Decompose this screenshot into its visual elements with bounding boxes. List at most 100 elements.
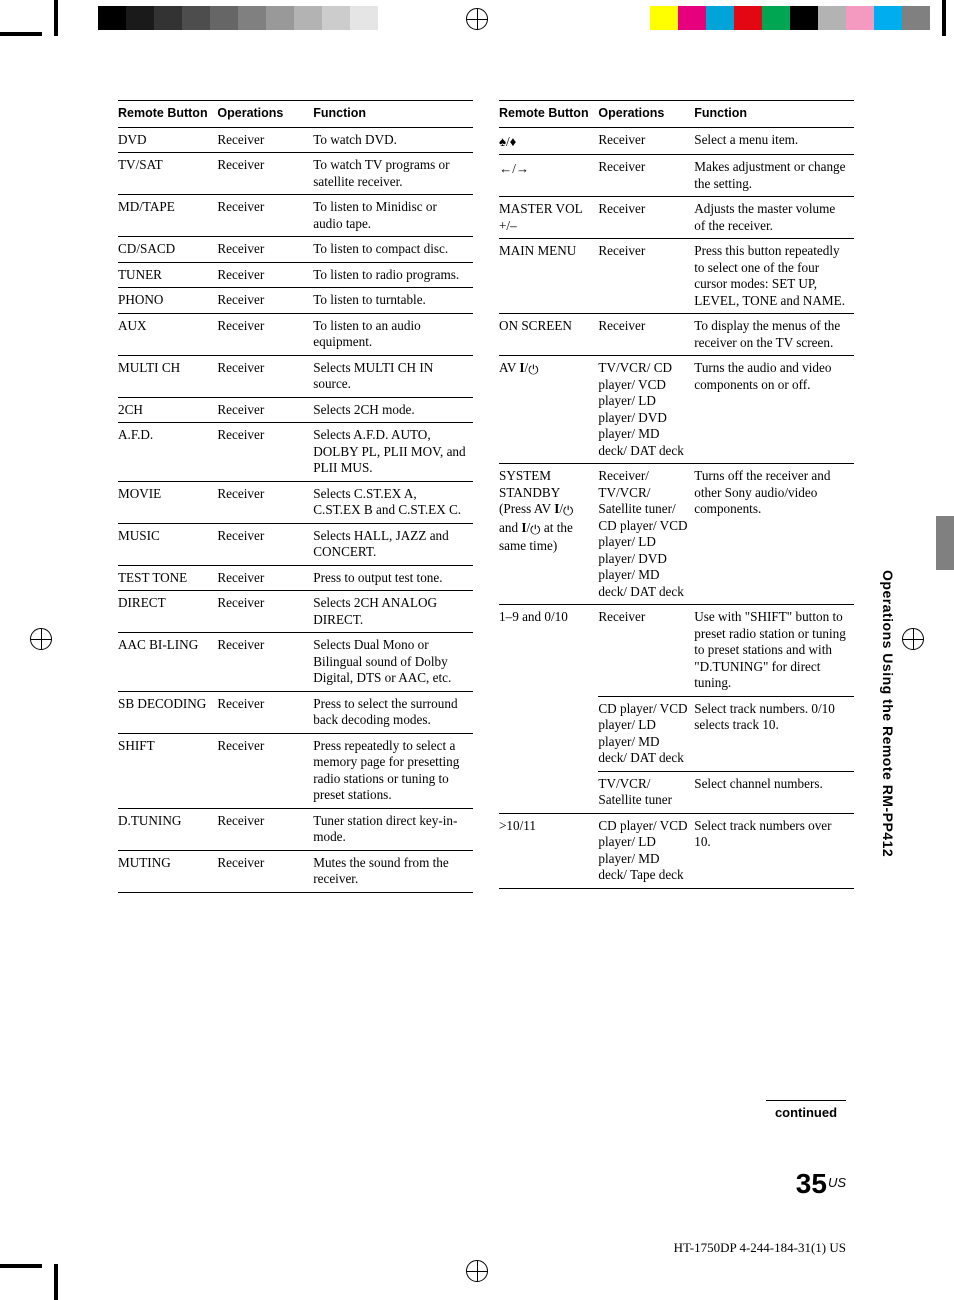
cell-operations: Receiver [217, 591, 313, 633]
cell-function: Press this button repeatedly to select o… [694, 239, 854, 314]
crop-mark [54, 0, 58, 36]
cell-remote-button: A.F.D. [118, 423, 217, 482]
cell-remote-button: MUSIC [118, 523, 217, 565]
table-row: 1–9 and 0/10ReceiverUse with "SHIFT" but… [499, 605, 854, 697]
cursor-up-down-icon: ♠/♦ [499, 134, 516, 151]
cell-remote-button: 2CH [118, 397, 217, 423]
swatch [902, 6, 930, 30]
cell-function: To listen to turntable. [313, 288, 473, 314]
cell-function: Select channel numbers. [694, 771, 854, 813]
remote-functions-table-left: Remote Button Operations Function DVDRec… [118, 100, 473, 893]
cell-remote-button: TV/SAT [118, 153, 217, 195]
table-row: >10/11CD player/ VCD player/ LD player/ … [499, 813, 854, 888]
cell-function: Mutes the sound from the receiver. [313, 850, 473, 892]
cell-remote-button: TUNER [118, 262, 217, 288]
swatch [650, 6, 678, 30]
th-operations: Operations [217, 101, 313, 128]
crop-mark [54, 1264, 58, 1300]
table-row: PHONOReceiverTo listen to turntable. [118, 288, 473, 314]
cell-function: To listen to Minidisc or audio tape. [313, 195, 473, 237]
print-swatches-right [650, 6, 930, 30]
cell-remote-button: MASTER VOL +/– [499, 197, 598, 239]
power-icon: ⏻ [530, 522, 540, 539]
cell-function: Turns the audio and video components on … [694, 356, 854, 464]
swatch [294, 6, 322, 30]
cell-function: To display the menus of the receiver on … [694, 314, 854, 356]
cell-remote-button: SHIFT [118, 733, 217, 808]
remote-functions-table-right: Remote Button Operations Function ♠/♦Rec… [499, 100, 854, 889]
cell-operations: TV/VCR/ Satellite tuner [598, 771, 694, 813]
cell-remote-button: TEST TONE [118, 565, 217, 591]
registration-mark-icon [902, 628, 924, 650]
page-content: Remote Button Operations Function DVDRec… [118, 100, 854, 893]
print-swatches-left [98, 6, 406, 30]
registration-mark-icon [466, 1260, 488, 1282]
cell-function: Selects C.ST.EX A, C.ST.EX B and C.ST.EX… [313, 481, 473, 523]
cell-operations: CD player/ VCD player/ LD player/ MD dec… [598, 813, 694, 888]
cell-function: To listen to radio programs. [313, 262, 473, 288]
cell-operations: Receiver [217, 127, 313, 153]
table-row: DVDReceiverTo watch DVD. [118, 127, 473, 153]
swatch [126, 6, 154, 30]
cell-operations: Receiver [217, 565, 313, 591]
cell-operations: TV/VCR/ CD player/ VCD player/ LD player… [598, 356, 694, 464]
swatch [210, 6, 238, 30]
cell-operations: Receiver [598, 155, 694, 197]
section-side-label: Operations Using the Remote RM-PP412 [880, 570, 896, 857]
cell-operations: Receiver [217, 633, 313, 692]
cell-function: Adjusts the master volume of the receive… [694, 197, 854, 239]
cell-function: Turns off the receiver and other Sony au… [694, 464, 854, 605]
th-remote-button: Remote Button [118, 101, 217, 128]
cell-remote-button: CD/SACD [118, 237, 217, 263]
table-row: D.TUNINGReceiverTuner station direct key… [118, 808, 473, 850]
cell-operations: Receiver [217, 423, 313, 482]
table-row: ←/→ReceiverMakes adjustment or change th… [499, 155, 854, 197]
crop-mark [0, 1264, 42, 1268]
cell-remote-button: DIRECT [118, 591, 217, 633]
cell-remote-button: MUTING [118, 850, 217, 892]
page-number-value: 35 [796, 1168, 827, 1199]
table-row: A.F.D.ReceiverSelects A.F.D. AUTO, DOLBY… [118, 423, 473, 482]
cell-operations: CD player/ VCD player/ LD player/ MD dec… [598, 696, 694, 771]
cell-operations: Receiver [217, 355, 313, 397]
table-row: TV/VCR/ Satellite tunerSelect channel nu… [499, 771, 854, 813]
cell-operations: Receiver [598, 314, 694, 356]
swatch [818, 6, 846, 30]
swatch [734, 6, 762, 30]
table-row: MAIN MENUReceiverPress this button repea… [499, 239, 854, 314]
power-icon: ⏻ [528, 362, 538, 379]
table-row: SYSTEM STANDBY (Press AV I/⏻ and I/⏻ at … [499, 464, 854, 605]
th-remote-button: Remote Button [499, 101, 598, 128]
cell-operations: Receiver [217, 691, 313, 733]
cell-function: Select track numbers. 0/10 selects track… [694, 696, 854, 771]
crop-mark [0, 32, 42, 36]
cell-operations: Receiver/ TV/VCR/ Satellite tuner/ CD pl… [598, 464, 694, 605]
table-row: 2CHReceiverSelects 2CH mode. [118, 397, 473, 423]
cell-remote-button: SB DECODING [118, 691, 217, 733]
cell-remote-button: MD/TAPE [118, 195, 217, 237]
cell-function: Press repeatedly to select a memory page… [313, 733, 473, 808]
cell-remote-button: PHONO [118, 288, 217, 314]
cell-operations: Receiver [217, 523, 313, 565]
cell-function: To watch TV programs or satellite receiv… [313, 153, 473, 195]
cell-remote-button: SYSTEM STANDBY (Press AV I/⏻ and I/⏻ at … [499, 464, 598, 605]
cell-operations: Receiver [217, 481, 313, 523]
swatch [98, 6, 126, 30]
cell-function: Tuner station direct key-in-mode. [313, 808, 473, 850]
cell-remote-button: ON SCREEN [499, 314, 598, 356]
swatch [378, 6, 406, 30]
cursor-left-right-icon: ←/→ [499, 161, 529, 178]
cell-remote-button: AUX [118, 313, 217, 355]
table-row: MUSICReceiverSelects HALL, JAZZ and CONC… [118, 523, 473, 565]
cell-function: Selects Dual Mono or Bilingual sound of … [313, 633, 473, 692]
swatch [678, 6, 706, 30]
crop-mark [942, 0, 946, 36]
table-row: SB DECODINGReceiverPress to select the s… [118, 691, 473, 733]
table-row: AV I/⏻TV/VCR/ CD player/ VCD player/ LD … [499, 356, 854, 464]
cell-function: Press to output test tone. [313, 565, 473, 591]
cell-operations: Receiver [598, 239, 694, 314]
cell-operations: Receiver [217, 850, 313, 892]
swatch [846, 6, 874, 30]
cell-function: Selects A.F.D. AUTO, DOLBY PL, PLII MOV,… [313, 423, 473, 482]
cell-operations: Receiver [217, 153, 313, 195]
